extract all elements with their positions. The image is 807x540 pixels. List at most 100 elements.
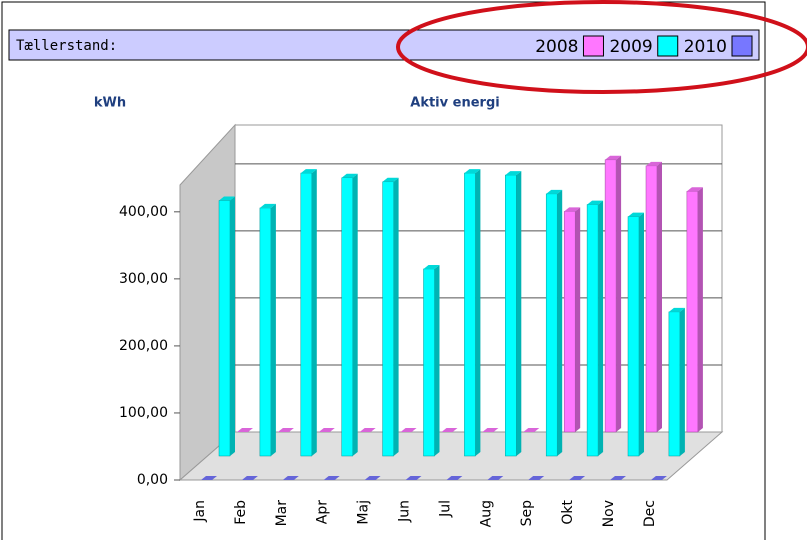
- bar: [405, 476, 422, 480]
- legend-label: 2009: [609, 37, 652, 57]
- bar: [645, 161, 662, 433]
- bar-side: [657, 161, 662, 433]
- bar-side: [311, 169, 317, 456]
- bar-top: [282, 476, 299, 480]
- bar-top: [341, 173, 358, 178]
- legend-label: 2010: [684, 37, 727, 57]
- bar: [528, 476, 545, 480]
- x-tick-label: Jun: [397, 500, 413, 523]
- x-tick-label: Jan: [192, 500, 208, 523]
- bar: [400, 428, 417, 432]
- bar-top: [650, 476, 667, 480]
- y-tick-label: 200,00: [119, 338, 168, 354]
- bar-top: [610, 476, 626, 480]
- bar: [610, 476, 626, 480]
- bar-top: [628, 212, 644, 217]
- bar: [563, 207, 581, 433]
- legend-swatch: [582, 35, 604, 57]
- bar-top: [323, 476, 340, 480]
- bar-top: [423, 264, 440, 269]
- bar: [523, 428, 540, 432]
- x-tick-label: Sep: [519, 500, 535, 527]
- bar-side: [679, 307, 685, 456]
- x-tick-label: Mar: [274, 500, 290, 527]
- bar-top: [605, 155, 622, 160]
- y-tick-label: 100,00: [119, 405, 168, 421]
- bar: [464, 169, 481, 457]
- bar-side: [575, 207, 581, 432]
- bar-front: [604, 159, 617, 433]
- bar-top: [259, 203, 276, 208]
- x-tick-label: Jul: [437, 500, 453, 518]
- bar-side: [230, 196, 235, 456]
- bar-front: [464, 172, 476, 457]
- bar-top: [237, 428, 253, 432]
- bar: [423, 264, 440, 457]
- bar-top: [528, 476, 545, 480]
- bar-top: [487, 476, 504, 480]
- bar-side: [697, 187, 703, 432]
- bar-front: [545, 193, 558, 457]
- bar: [545, 189, 563, 457]
- bar-top: [446, 476, 463, 480]
- bar-front: [686, 191, 699, 433]
- bar-side: [352, 173, 358, 457]
- bar-top: [318, 428, 335, 432]
- bar-top: [505, 171, 522, 176]
- bar-top: [382, 177, 399, 182]
- bar-top: [564, 207, 581, 212]
- bar-side: [598, 200, 604, 456]
- bar-top: [668, 307, 685, 312]
- bar-side: [270, 203, 276, 456]
- bar: [237, 428, 253, 432]
- x-tick-label: Apr: [315, 500, 331, 524]
- legend-swatch: [657, 35, 679, 57]
- bar-side: [616, 155, 622, 432]
- bar: [318, 428, 335, 432]
- bar: [650, 476, 667, 480]
- bar: [446, 476, 463, 480]
- bar-top: [201, 476, 217, 480]
- bar-top: [587, 200, 604, 205]
- bar: [323, 476, 340, 480]
- bar: [586, 200, 604, 457]
- x-tick-label: Dec: [642, 500, 658, 527]
- bar-side: [639, 212, 644, 456]
- legend-swatch: [731, 35, 753, 57]
- bar: [259, 203, 276, 457]
- bar: [300, 169, 317, 457]
- bar: [218, 196, 235, 457]
- bar-side: [434, 264, 440, 456]
- bar-side: [475, 169, 481, 456]
- bar-front: [627, 216, 640, 457]
- bar: [277, 428, 294, 432]
- chart-title: Aktiv energi: [410, 96, 499, 111]
- annotation-circle: [396, 0, 807, 94]
- bar-front: [259, 207, 272, 457]
- bar-top: [441, 428, 458, 432]
- x-tick-label: Maj: [356, 500, 372, 525]
- bar: [482, 428, 499, 432]
- x-tick-label: Okt: [560, 499, 576, 524]
- bar-front: [668, 311, 681, 457]
- bar-front: [382, 181, 394, 457]
- bar-top: [300, 169, 317, 174]
- bar-front: [505, 174, 517, 457]
- bar-front: [645, 165, 658, 433]
- bar: [341, 173, 358, 457]
- y-tick-label: 300,00: [119, 271, 168, 287]
- bar: [441, 428, 458, 432]
- bar-top: [686, 187, 703, 192]
- bar-top: [482, 428, 499, 432]
- bar-top: [546, 189, 563, 194]
- bar-top: [569, 476, 586, 480]
- bar-top: [241, 476, 258, 480]
- bar-side: [393, 177, 399, 456]
- bar: [569, 476, 586, 480]
- bar-top: [219, 196, 235, 201]
- bar-top: [277, 428, 294, 432]
- bar-front: [218, 200, 231, 457]
- bar: [359, 428, 376, 432]
- bar-top: [464, 169, 481, 174]
